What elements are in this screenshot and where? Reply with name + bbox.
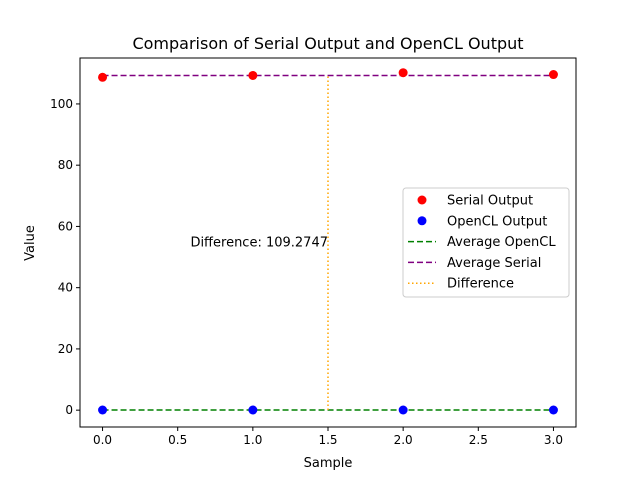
- x-tick-label: 1.0: [243, 433, 262, 447]
- x-tick-label: 1.5: [318, 433, 337, 447]
- serial-output-point: [398, 68, 408, 78]
- legend-difference-label: Difference: [447, 277, 514, 292]
- opencl-output-point: [548, 405, 558, 415]
- opencl-output-point: [98, 405, 108, 415]
- y-axis-label: Value: [23, 225, 38, 261]
- x-axis-label: Sample: [304, 456, 353, 471]
- y-tick-label: 20: [58, 342, 73, 356]
- y-tick-label: 60: [58, 219, 73, 233]
- y-tick-label: 100: [50, 97, 73, 111]
- x-tick-label: 0.5: [168, 433, 187, 447]
- y-tick-label: 40: [58, 281, 73, 295]
- plot-frame: [79, 57, 577, 428]
- serial-output-point: [548, 70, 558, 80]
- legend-opencl-output-label: OpenCL Output: [447, 214, 547, 229]
- serial-output-point: [248, 70, 258, 80]
- opencl-output-point: [248, 405, 258, 415]
- plot-area: 0.0 0.5 1.0 1.5 2.0 2.5 3.0 0 20 40 60 80 100: [50, 68, 563, 447]
- legend-opencl-output-marker: [417, 216, 427, 226]
- legend-serial-output-label: Serial Output: [447, 194, 533, 209]
- opencl-output-point: [398, 405, 408, 415]
- legend: Serial Output OpenCL Output Average OpenCL…: [402, 187, 570, 298]
- x-tick-label: 0.0: [93, 433, 112, 447]
- x-tick-label: 2.0: [394, 433, 413, 447]
- legend-average-opencl-label: Average OpenCL: [447, 235, 556, 250]
- serial-output-point: [98, 72, 108, 82]
- y-tick-label: 80: [58, 158, 73, 172]
- legend-box: [402, 187, 570, 298]
- legend-average-serial-label: Average Serial: [447, 256, 541, 271]
- x-tick-label: 2.5: [469, 433, 488, 447]
- y-tick-label: 0: [65, 403, 73, 417]
- x-tick-label: 3.0: [544, 433, 563, 447]
- legend-serial-output-marker: [417, 195, 427, 205]
- chart-title: Comparison of Serial Output and OpenCL O…: [132, 34, 523, 53]
- difference-annotation: Difference: 109.2747: [190, 236, 328, 251]
